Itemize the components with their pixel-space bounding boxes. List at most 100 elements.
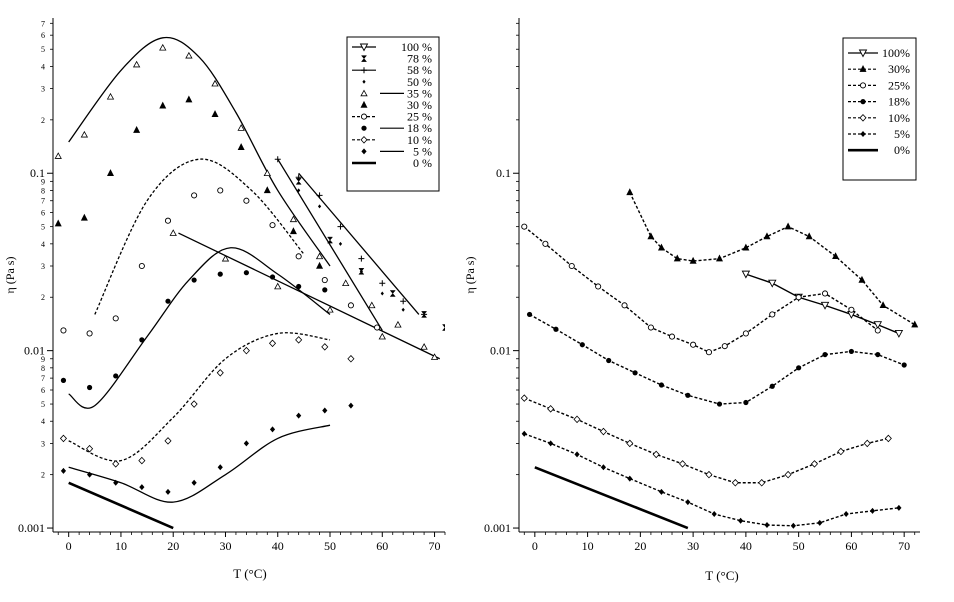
series-35-point	[80, 130, 89, 138]
left-data-marks	[54, 36, 445, 530]
legend-entry-0: 0 %	[352, 156, 432, 170]
legend-label: 18%	[888, 95, 910, 109]
series-10-point	[784, 470, 792, 479]
series-35	[54, 36, 428, 350]
series-30-point	[647, 232, 655, 240]
series-5-point	[139, 484, 145, 491]
series-25-point	[542, 240, 549, 247]
series-30-point	[316, 261, 324, 269]
legend-entry-100: 100 %	[352, 40, 432, 54]
series-10	[59, 332, 355, 468]
left-legend-entries: 100 %78 %58 %50 %35 %30 %25 %18 %10 %5 %…	[352, 40, 432, 170]
series-10-point	[216, 369, 224, 377]
series-50-point	[338, 241, 343, 246]
series-5-point	[217, 464, 223, 471]
series-5-point	[600, 464, 607, 471]
legend-label: 5%	[894, 127, 910, 141]
series-25-point	[647, 324, 654, 331]
right-data-marks	[520, 188, 919, 530]
series-30-point	[626, 188, 634, 196]
series-58-point	[400, 298, 407, 305]
series-30-point	[742, 243, 750, 251]
x-tick-label: 60	[845, 539, 857, 553]
y-minor-tick-label: 6	[41, 31, 45, 40]
series-5-point	[843, 511, 849, 518]
left-axes-ticks: 0 10 20 30 40 50 60 700.0010.010.12345678923456…	[18, 19, 446, 553]
series-30-point	[716, 254, 723, 262]
series-5-point	[165, 488, 171, 495]
series-5	[521, 430, 902, 529]
series-30-point	[54, 219, 62, 227]
series-30-point	[805, 232, 813, 240]
series-10-point	[599, 427, 607, 436]
legend-entry-18: 18 %	[361, 121, 432, 135]
series-18-line	[529, 313, 905, 405]
series-10-point	[837, 447, 845, 456]
legend-marker	[360, 100, 368, 108]
series-25-point	[721, 343, 728, 350]
x-tick-label: 0	[66, 539, 72, 553]
series-18-point	[322, 287, 328, 293]
y-minor-tick-label: 2	[41, 471, 45, 480]
series-18-point	[86, 384, 93, 391]
series-58-point	[379, 280, 386, 287]
series-50	[297, 172, 420, 315]
series-58-point	[274, 156, 281, 163]
series-5-point	[627, 475, 633, 482]
series-25-point	[321, 276, 328, 284]
legend-marker	[360, 136, 368, 144]
series-10-point	[321, 343, 329, 351]
legend-label: 5 %	[413, 144, 432, 158]
legend-entry-18: 18%	[848, 95, 910, 109]
series-78	[295, 178, 445, 331]
series-30-point	[911, 320, 919, 328]
series-10-point	[164, 437, 172, 445]
y-minor-tick-label: 3	[41, 85, 45, 94]
series-25-point	[769, 311, 776, 318]
series-35-point	[159, 43, 167, 51]
legend-entry-35: 35 %	[360, 86, 432, 100]
series-10-point	[59, 434, 68, 443]
series-25-line	[523, 226, 879, 353]
series-30-point	[237, 143, 245, 151]
series-18-point	[875, 351, 881, 358]
legend-marker	[361, 125, 367, 131]
series-25-point	[60, 327, 67, 334]
left-chart: 0 10 20 30 40 50 60 700.0010.010.12345678923456…	[3, 18, 446, 581]
x-tick-label: 0	[532, 539, 538, 553]
x-tick-label: 10	[582, 539, 594, 553]
y-tick-label: 0.1	[496, 166, 511, 180]
y-minor-tick-label: 3	[41, 262, 45, 271]
series-5-line	[524, 433, 899, 527]
legend-entry-5: 5%	[848, 127, 910, 141]
series-18-point	[579, 342, 585, 348]
y-minor-tick-label: 9	[41, 177, 45, 186]
series-18-point	[553, 326, 559, 332]
series-25-point	[217, 187, 224, 194]
x-tick-label: 30	[219, 539, 231, 553]
series-10-line	[524, 397, 889, 484]
legend-marker	[361, 148, 367, 155]
series-18-point	[822, 351, 828, 358]
series-25-point	[621, 302, 628, 309]
series-30	[626, 188, 919, 328]
x-tick-label: 60	[376, 539, 388, 553]
series-5-point	[86, 471, 93, 478]
legend-marker	[360, 89, 368, 97]
series-5-point	[348, 402, 354, 409]
legend-marker	[860, 131, 866, 137]
series-10-point	[268, 339, 277, 348]
x-tick-label: 70	[429, 539, 441, 553]
right-legend-entries: 100% 30% 25% 18% 10% 5% 0%	[848, 46, 910, 157]
series-25-point	[848, 306, 855, 313]
series-5-point	[685, 499, 691, 506]
series-35-point	[263, 169, 271, 177]
series-25-point	[821, 290, 829, 297]
series-18-point	[191, 277, 197, 283]
series-18	[526, 311, 907, 407]
legend-label: 100%	[882, 46, 910, 60]
series-25-point	[347, 302, 354, 309]
series-30	[54, 95, 324, 269]
series-50-point	[401, 307, 405, 312]
y-minor-tick-label: 5	[41, 223, 45, 232]
